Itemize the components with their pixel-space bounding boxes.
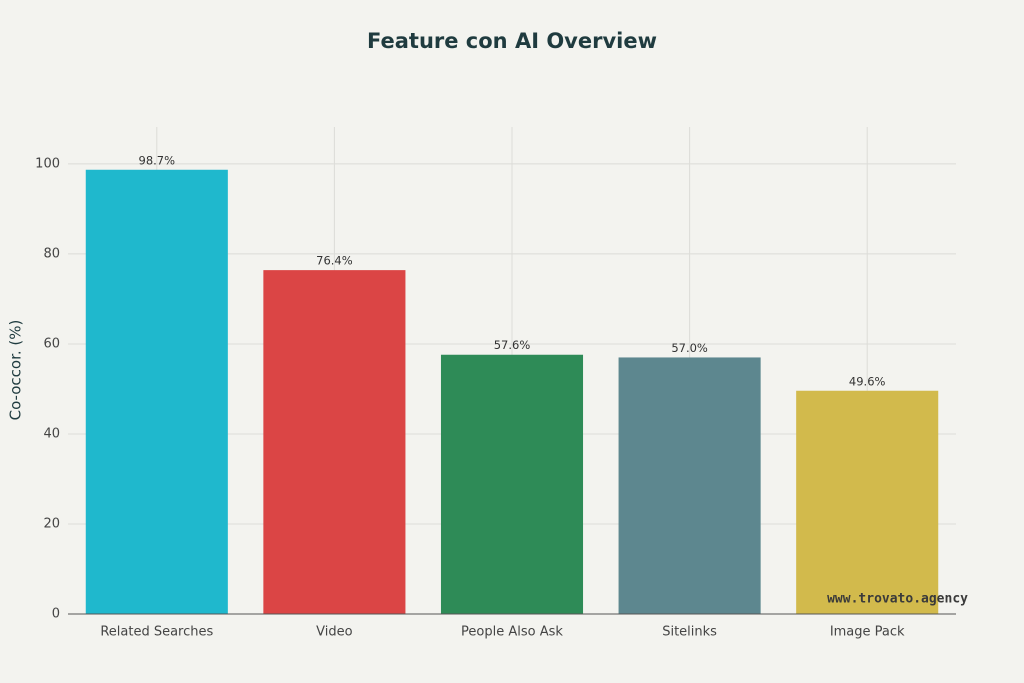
x-tick-label: Image Pack [830, 625, 905, 640]
x-tick-label: People Also Ask [461, 625, 563, 640]
y-tick-label: 80 [43, 246, 60, 261]
bar [85, 169, 228, 614]
y-tick-label: 40 [43, 426, 60, 441]
x-tick-label: Related Searches [100, 625, 213, 640]
bar [440, 354, 584, 614]
value-label: 57.0% [671, 341, 708, 355]
watermark: www.trovato.agency [827, 592, 968, 607]
y-tick-label: 0 [52, 607, 60, 622]
y-tick-label: 20 [43, 516, 60, 531]
y-tick-label: 60 [43, 336, 60, 351]
value-label: 76.4% [316, 254, 353, 268]
bar [796, 390, 939, 614]
bar [618, 357, 761, 614]
y-tick-label: 100 [35, 156, 60, 171]
value-label: 57.6% [494, 338, 531, 352]
bar [263, 270, 406, 614]
value-label: 98.7% [139, 153, 176, 167]
y-axis-label: Co-occor. (%) [7, 320, 25, 421]
chart-title: Feature con AI Overview [367, 29, 657, 53]
x-tick-label: Video [316, 625, 352, 640]
value-label: 49.6% [849, 374, 886, 388]
x-tick-label: Sitelinks [662, 625, 717, 640]
